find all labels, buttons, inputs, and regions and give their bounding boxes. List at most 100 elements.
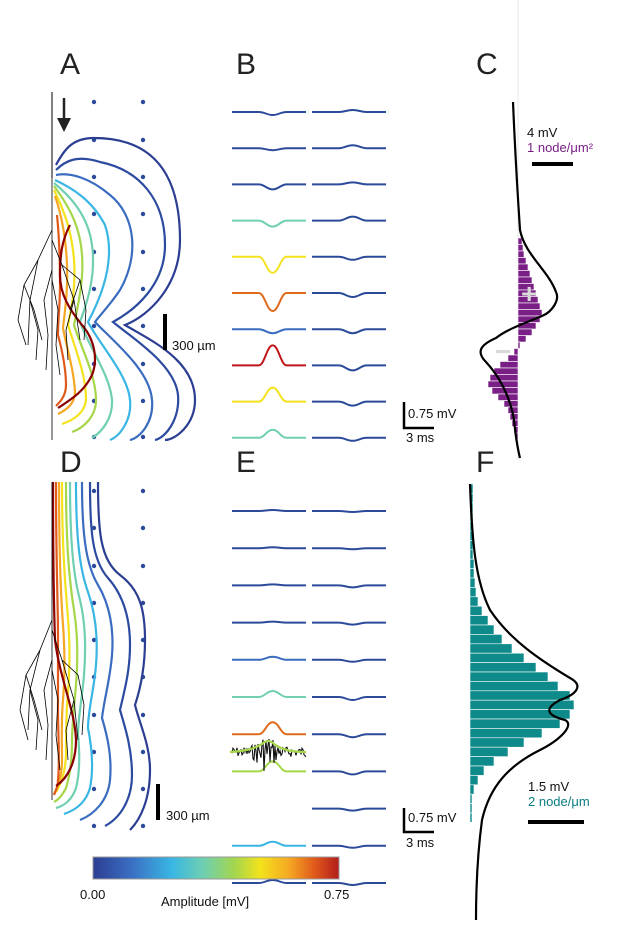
trace-e-left [232,583,306,587]
trace-b-right [312,328,386,335]
trace-b-left [232,183,306,191]
traces-b [232,108,386,442]
length-scale-label-d: 300 µm [166,808,210,823]
colorbar: 0.00 0.75 Amplitude [mV] [80,856,349,909]
contours-d [51,481,152,831]
histogram-bar [469,624,495,635]
panel-label-b: B [236,48,256,81]
trace-b-left [232,428,306,439]
fitted-trace [229,739,307,754]
histogram-bar [517,341,521,349]
trace-b-left [232,328,306,335]
traces-e [232,508,386,887]
trace-e-left [232,620,306,624]
trace-b-left [232,219,306,228]
histogram-bar [469,662,537,673]
trace-e-left [232,878,306,884]
trace-e-left [232,840,306,847]
histogram-bar [469,728,543,739]
voltage-legend-f: 1.5 mV [528,779,570,794]
voltage-scale-label-e: 0.75 mV [408,810,457,825]
trace-e-left [232,655,306,661]
histogram-bar [469,549,474,560]
histogram-bar [469,681,559,692]
trace-b-right [312,364,386,372]
trace-b-left [232,255,306,274]
histogram-bar [469,671,549,682]
electrode-dots-d [91,488,146,829]
trace-b-right [312,255,386,261]
colorbar-gradient [92,856,340,880]
histogram-bar [513,348,519,356]
trace-e-right [312,807,386,812]
voltage-scale-label-b: 0.75 mV [408,406,457,421]
histogram-bar [469,746,509,757]
trace-b-right [312,436,386,442]
trace-b-right [312,144,386,150]
contours-a [53,136,197,442]
potential-curve-c [479,101,559,459]
trace-e-right [312,733,386,739]
dendrite-tree-a [17,178,87,440]
colorbar-max-label: 0.75 [324,887,349,902]
histogram-bar [493,367,519,375]
trace-b-left [232,292,306,313]
panel-f: 1.5 mV 2 node/μm [468,483,590,921]
panel-d: 300 µm [19,481,210,831]
panel-b: 0.75 mV 3 ms [232,108,457,445]
panel-label-d: D [60,446,82,479]
histogram-bar [469,558,475,569]
histogram-bar [469,756,495,767]
histogram-bar [469,765,485,776]
panel-label-e: E [236,446,256,479]
trace-e-left [232,760,306,773]
histogram-bar [469,803,473,814]
histogram-bar [469,784,475,795]
colorbar-min-label: 0.00 [80,887,105,902]
histogram-bar [469,718,561,729]
negative-sign: − [495,336,511,367]
down-arrow-icon [57,98,71,132]
histogram-bar [469,812,473,823]
histogram-bar [517,335,527,343]
charge-density-histogram-f [469,483,575,823]
histogram-bar [517,328,533,336]
histogram-bar [469,775,479,786]
electrode-dots-a [91,99,146,440]
trace-e-right [312,621,386,626]
colorbar-title: Amplitude [mV] [161,894,249,909]
trace-e-right [312,658,386,663]
panel-c: 4 mV 1 node/μm² + − [479,0,594,460]
trace-e-left [232,546,306,550]
histogram-bar [517,270,531,278]
trace-e-right [312,882,386,887]
histogram-bar [469,643,513,654]
trace-e-right [312,584,386,589]
trace-e-left [232,721,306,736]
length-scale-label-a: 300 µm [172,338,216,353]
histogram-bar [469,793,473,804]
density-legend-c: 1 node/μm² [527,140,594,155]
density-legend-f: 2 node/μm [528,794,590,809]
trace-b-right [312,181,386,186]
histogram-bar [469,634,503,645]
positive-sign: + [521,278,537,309]
time-voltage-scale-bar-b [402,402,434,430]
histogram-bar [517,257,527,265]
histogram-bar [469,568,475,579]
histogram-bar [517,309,543,317]
panel-label-a: A [60,48,80,81]
trace-e-right [312,696,386,702]
noisy-trace [229,738,307,771]
histogram-bar [469,587,477,598]
potential-curve-f [468,483,579,921]
histogram-bar [469,690,571,701]
histogram-bar [469,615,489,626]
trace-e-right [312,510,386,514]
trace-b-left [232,111,306,117]
panel-a: 300 µm [17,92,216,442]
trace-b-right [312,215,386,222]
trace-e-right [312,770,386,776]
trace-b-left [232,147,306,152]
histogram-bar [469,577,476,588]
